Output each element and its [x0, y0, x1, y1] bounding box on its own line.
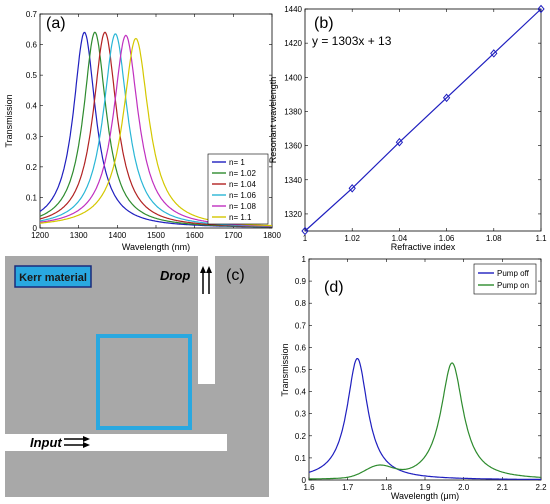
panel-d-xtick-label: 1.7 [342, 483, 354, 492]
panel-a-xtick-label: 1700 [224, 231, 242, 240]
panel-b-ylabel: Resonant wavelength [268, 77, 278, 164]
drop-arrows [200, 266, 212, 294]
panel-d-ytick-label: 0.8 [295, 299, 307, 308]
panel-d-xtick-label: 2.1 [497, 483, 509, 492]
panel-d-series-line [308, 358, 541, 480]
panel-a-ylabel: Transmission [4, 94, 14, 147]
panel-a-xtick-label: 1400 [108, 231, 126, 240]
panel-d-xtick-label: 1.8 [381, 483, 393, 492]
panel-a-legend-entry: n= 1 [229, 158, 245, 167]
panel-a-xtick-label: 1500 [147, 231, 165, 240]
panel-a-series-line [39, 33, 272, 227]
panel-a-legend-entry: n= 1.02 [229, 169, 256, 178]
panel-b-data-point [537, 4, 545, 14]
panel-d-ytick-label: 0.5 [295, 366, 307, 375]
panel-d-axes-box [308, 258, 542, 481]
panel-d-legend-box [473, 263, 537, 295]
panel-b-ytick-label: 1440 [284, 5, 302, 14]
panel-b-data-point [490, 49, 498, 58]
panel-a-xtick-label: 1300 [70, 231, 88, 240]
panel-a-ytick-label: 0.7 [26, 10, 38, 19]
panel-a-legend-entry: n= 1.06 [229, 191, 256, 200]
panel-b-ytick-label: 1420 [284, 39, 302, 48]
panel-d-ytick-label: 0.6 [295, 343, 307, 352]
panel-b-data-point [395, 137, 404, 147]
panel-d-ytick-label: 0.9 [295, 277, 307, 286]
panel-a-ytick-label: 0.1 [26, 193, 38, 202]
panel-b-ytick-label: 1340 [284, 176, 302, 185]
panel-d-ytick-label: 0.1 [295, 454, 307, 463]
panel-b-xtick-label: 1.02 [344, 234, 360, 243]
panel-b-data-point [348, 184, 356, 193]
panel-a-label: (a) [46, 15, 66, 32]
panel-d-legend-entry: Pump on [497, 281, 529, 290]
panel-d-ytick-label: 1 [302, 255, 307, 264]
ring-resonator [96, 334, 192, 430]
panel-b-xlabel: Refractive index [391, 242, 456, 252]
panel-b-fit-line [304, 8, 542, 232]
panel-b-data-point [442, 93, 451, 103]
input-arrows [64, 436, 90, 448]
panel-d-ytick-label: 0.7 [295, 321, 307, 330]
panel-b-xtick-label: 1.04 [392, 234, 408, 243]
panel-a-legend-entry: n= 1.1 [229, 213, 252, 222]
panel-d-xtick-label: 2.2 [535, 483, 547, 492]
panel-d-xtick-label: 1.9 [419, 483, 431, 492]
panel-d-ytick-label: 0.4 [295, 388, 307, 397]
panel-d-label: (d) [324, 279, 344, 296]
panel-d-ylabel: Transmission [280, 343, 290, 396]
drop-label: Drop [160, 268, 190, 283]
input-label: Input [30, 435, 62, 450]
panel-b-equation: y = 1303x + 13 [312, 34, 392, 48]
panel-a-series-line [39, 34, 273, 227]
panel-a-legend-box [207, 153, 269, 225]
kerr-material-legend [14, 265, 92, 288]
panel-a-ytick-label: 0 [33, 224, 38, 233]
panel-d-legend-entry: Pump off [497, 269, 530, 278]
panel-b-xtick-label: 1.08 [486, 234, 502, 243]
panel-d-xtick-label: 1.6 [303, 483, 315, 492]
panel-c: Kerr material Drop (c) Input [5, 256, 269, 497]
kerr-material-label: Kerr material [19, 272, 87, 284]
panel-a-legend-entry: n= 1.04 [229, 180, 256, 189]
panel-b: 1 1.02 1.04 1.06 1.08 1.1 1320 1340 1360 1380 1400… [268, 4, 547, 252]
panel-a-xtick-label: 1800 [263, 231, 281, 240]
panel-a: 1200 1300 1400 1500 1600 1700 1800 0 0.1 0.2 0.3 0.… [4, 10, 281, 252]
drop-waveguide [198, 256, 215, 384]
panel-d: 1.6 1.7 1.8 1.9 2.0 2.1 2.2 0 0.1 0.2 0.3 0.4 0.5 0.6… [280, 255, 547, 501]
panel-a-xlabel: Wavelength (nm) [122, 242, 190, 252]
panel-b-xtick-label: 1.1 [535, 234, 547, 243]
panel-b-ytick-label: 1360 [284, 142, 302, 151]
device-background [5, 256, 269, 497]
panel-d-xlabel: Wavelength (μm) [391, 491, 459, 501]
panel-b-ytick-label: 1380 [284, 107, 302, 116]
panel-c-label: (c) [226, 267, 245, 284]
panel-b-xtick-label: 1 [303, 234, 308, 243]
panel-b-ytick-label: 1400 [284, 73, 302, 82]
panel-d-ytick-label: 0.2 [295, 432, 307, 441]
panel-b-xtick-label: 1.06 [439, 234, 455, 243]
panel-a-ytick-label: 0.6 [26, 41, 38, 50]
panel-a-legend: n= 1 n= 1.02 n= 1.04 n= 1.06 n= 1.08 n= 1.1 [207, 153, 269, 225]
panel-d-ytick-label: 0.3 [295, 410, 307, 419]
panel-b-ytick-label: 1320 [284, 210, 302, 219]
panel-a-ytick-label: 0.5 [26, 71, 38, 80]
panel-d-series-line [308, 362, 541, 480]
panel-a-ytick-label: 0.3 [26, 132, 38, 141]
panel-d-ytick-label: 0 [302, 476, 307, 485]
panel-a-xtick-label: 1600 [186, 231, 204, 240]
panel-a-ytick-label: 0.4 [26, 102, 38, 111]
panel-a-ytick-label: 0.2 [26, 163, 38, 172]
panel-b-label: (b) [314, 15, 334, 32]
panel-b-data-point [301, 226, 309, 236]
input-waveguide [5, 434, 227, 451]
panel-a-xtick-label: 1200 [31, 231, 49, 240]
panel-d-legend: Pump off Pump on [473, 263, 537, 295]
panel-d-xtick-label: 2.0 [458, 483, 470, 492]
panel-a-legend-entry: n= 1.08 [229, 202, 256, 211]
